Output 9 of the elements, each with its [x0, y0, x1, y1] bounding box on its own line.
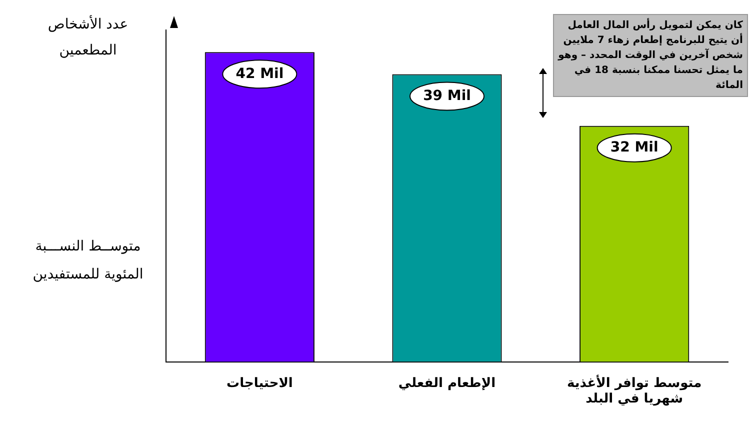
x-tick-label: الإطعام الفعلي: [398, 376, 496, 391]
x-tick-label: متوسط توافر الأغذية شهريا في البلد: [567, 374, 702, 407]
x-tick-label: الاحتياجات: [226, 376, 293, 391]
y-axis-title: عدد الأشخاص المطعمين: [48, 14, 128, 59]
data-label: 39 Mil: [423, 88, 471, 104]
data-label: 32 Mil: [610, 139, 658, 156]
text: متوســط النســـبة المئوية للمستفيدين: [32, 238, 144, 283]
annotation: كان يمكن لتمويل رأس المال العامل أن يتيح للبرنامج إطعام زهاء 7 ملايين شخص آخرين في الوقت المحدد – وهو ما يمثل تحسنا ممكنا بنسبة 18 في المائة: [553, 14, 748, 97]
data-label: 42 Mil: [236, 66, 284, 82]
